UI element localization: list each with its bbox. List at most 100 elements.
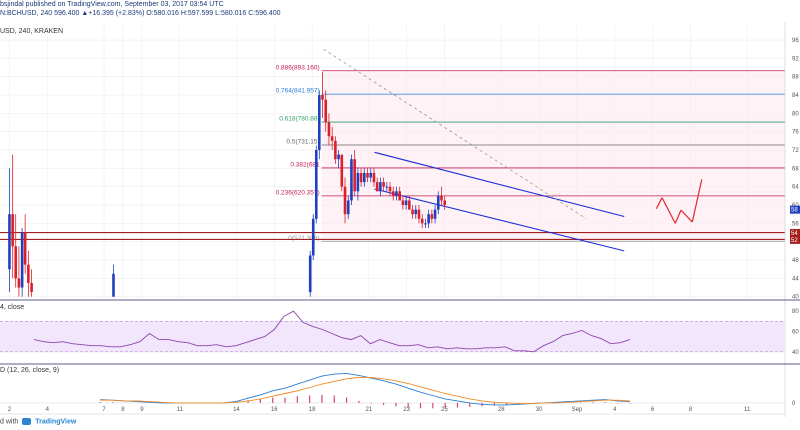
- candle-body: [433, 209, 437, 219]
- publisher-line: bsjindal published on TradingView.com, S…: [0, 1, 224, 8]
- time-tick-label: 9: [140, 407, 144, 413]
- quote-line: N:BCHUSD, 240 596.400 ▲+16.395 (+2.83%) …: [0, 10, 281, 17]
- time-tick-label: 25: [441, 407, 448, 413]
- fib-band: [321, 94, 785, 123]
- trend-lines[interactable]: [323, 48, 703, 252]
- fib-band: [321, 70, 785, 95]
- candle-body: [401, 200, 405, 206]
- rsi-label: 4, close: [0, 304, 24, 311]
- fib-level-label: 0(521.306): [288, 235, 319, 242]
- candle-body: [311, 218, 315, 256]
- rsi-pane[interactable]: 40 60 80: [0, 299, 800, 356]
- price-tick-label: 56: [792, 221, 799, 227]
- price-tick-label: 92: [792, 56, 799, 62]
- price-marker: [790, 235, 800, 244]
- time-tick-label: 14: [233, 407, 240, 413]
- projection-line: [674, 209, 682, 224]
- candle-body: [388, 186, 392, 192]
- projection-line: [661, 197, 676, 224]
- price-tick-label: 96: [792, 38, 799, 44]
- candle-body: [321, 95, 324, 100]
- candle-body: [343, 186, 347, 215]
- candle-body: [112, 273, 115, 297]
- candle-body: [366, 172, 369, 178]
- candle-body: [11, 214, 14, 247]
- fib-level-label: 0.382(681: [290, 161, 320, 168]
- fib-level-label: 0.5(731.15): [286, 139, 319, 146]
- fibonacci-retracement[interactable]: 0.886(893.160) 0.764(841.957) 0.618(780.88…: [0, 64, 785, 242]
- branding[interactable]: d with TradingView: [0, 418, 76, 425]
- candle-body: [20, 232, 24, 288]
- symbol-label: USD, 240, KRAKEN: [0, 28, 63, 35]
- candle-body: [408, 200, 411, 210]
- tradingview-logo-icon: [22, 418, 32, 425]
- candle-body: [317, 95, 321, 151]
- candle-body: [414, 209, 418, 215]
- price-tick-label: 48: [792, 258, 799, 264]
- candle-body: [395, 191, 398, 196]
- rsi-tick-label: 80: [792, 309, 799, 315]
- macd-tick-label: 0: [792, 401, 796, 407]
- candle-body: [411, 209, 414, 215]
- price-tick-label: 84: [792, 93, 799, 99]
- price-tick-label: 40: [792, 295, 799, 301]
- candle-body: [363, 172, 366, 183]
- time-tick-label: 16: [271, 407, 278, 413]
- price-tick-label: 88: [792, 75, 799, 81]
- rsi-tick-label: 40: [792, 350, 799, 356]
- price-tick-label: 68: [792, 166, 799, 172]
- channel-line: [374, 188, 625, 252]
- candle-body: [427, 214, 430, 224]
- candle-body: [324, 99, 328, 123]
- price-tick-label: 64: [792, 185, 799, 191]
- time-tick-label: 4: [613, 407, 617, 413]
- candle-body: [375, 182, 379, 192]
- macd-label: D (12, 26, close, 9): [0, 367, 59, 374]
- time-tick-label: 7: [102, 407, 106, 413]
- candle-body: [398, 191, 401, 201]
- candle-body: [385, 186, 389, 188]
- time-tick-label: 21: [366, 407, 373, 413]
- fib-band: [321, 122, 785, 145]
- price-tick-label: 72: [792, 148, 799, 154]
- dashed-trend-line: [323, 48, 587, 220]
- fib-band: [321, 167, 785, 196]
- time-tick-label: 11: [744, 407, 751, 413]
- time-tick-label: 28: [498, 407, 505, 413]
- candle-body: [17, 278, 21, 288]
- candle-body: [391, 191, 395, 196]
- candle-body: [372, 172, 376, 183]
- time-tick-label: 11: [177, 407, 184, 413]
- time-tick-label: 23: [403, 407, 410, 413]
- price-axis[interactable]: 404448525660646872768084889296585452: [784, 22, 800, 417]
- rsi-tick-label: 60: [792, 330, 799, 336]
- candlesticks: [8, 72, 447, 297]
- price-tick-label: 44: [792, 276, 799, 282]
- fib-level-label: 0.886(893.160): [276, 64, 320, 71]
- projection-line: [680, 209, 693, 223]
- time-tick-label: 18: [309, 407, 316, 413]
- price-marker: [790, 205, 800, 214]
- candle-body: [27, 264, 30, 283]
- candle-body: [340, 154, 344, 187]
- time-tick-label: Sep: [572, 407, 583, 413]
- price-axis-background: [785, 22, 800, 417]
- rsi-band: [0, 321, 785, 352]
- price-tick-label: 80: [792, 111, 799, 117]
- projection-line: [655, 197, 663, 209]
- time-tick-label: 2: [8, 407, 12, 413]
- time-axis[interactable]: 2 4 7 8 9 11 14 16 18 21 23 25 28 30 Sep 4 6 8 11: [0, 407, 785, 415]
- candle-body: [417, 209, 421, 219]
- macd-pane[interactable]: 0: [0, 363, 800, 409]
- macd-series-line: [100, 376, 630, 405]
- price-marker-label: 54: [791, 231, 798, 237]
- projection-line: [691, 179, 703, 223]
- candle-body: [359, 172, 363, 183]
- fib-band: [321, 145, 785, 168]
- candle-body: [430, 214, 434, 219]
- candle-body: [334, 140, 337, 160]
- fib-band: [321, 195, 785, 242]
- channel-line: [374, 151, 625, 218]
- candle-body: [8, 214, 11, 270]
